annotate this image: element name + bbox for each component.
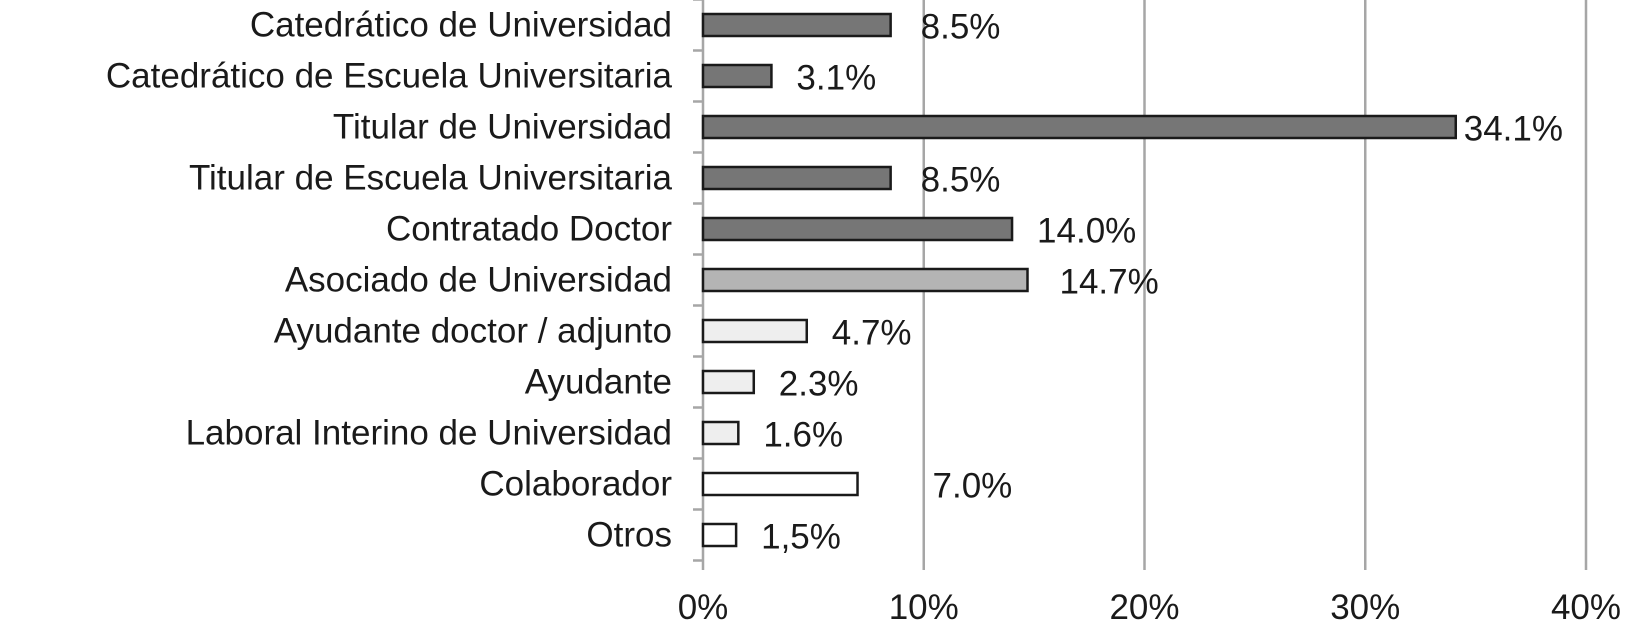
bar-6 xyxy=(701,318,809,344)
category-label-4: Contratado Doctor xyxy=(386,210,672,249)
category-label-0: Catedrático de Universidad xyxy=(250,6,672,45)
category-labels: Catedrático de Universidad Catedrático de… xyxy=(106,6,673,555)
bar-10 xyxy=(701,522,738,548)
value-label-9: 7.0% xyxy=(933,467,1013,506)
value-label-4: 14.0% xyxy=(1037,212,1136,251)
value-label-8: 1.6% xyxy=(763,416,843,455)
bar-3 xyxy=(701,165,892,191)
category-label-7: Ayudante xyxy=(525,363,672,402)
category-label-3: Titular de Escuela Universitaria xyxy=(189,159,673,198)
value-label-3: 8.5% xyxy=(921,161,1001,200)
category-label-1: Catedrático de Escuela Universitaria xyxy=(106,57,673,96)
bar-7 xyxy=(701,369,756,395)
value-labels: 8.5% 3.1% 34.1% 8.5% 14.0% 14.7% 4.7% 2.3% 1.6% 7… xyxy=(761,8,1563,557)
x-tick-label-1: 10% xyxy=(889,588,959,627)
x-tick-label-0: 0% xyxy=(678,588,729,627)
category-label-10: Otros xyxy=(586,516,672,555)
category-label-8: Laboral Interino de Universidad xyxy=(186,414,672,453)
value-label-10: 1,5% xyxy=(761,518,841,557)
value-label-7: 2.3% xyxy=(779,365,859,404)
x-tick-labels: 0% 10% 20% 30% 40% xyxy=(678,588,1621,627)
bar-2 xyxy=(701,114,1458,140)
value-label-0: 8.5% xyxy=(921,8,1001,47)
bar-1 xyxy=(701,63,773,89)
bar-8 xyxy=(701,420,740,446)
value-label-6: 4.7% xyxy=(832,314,912,353)
category-label-2: Titular de Universidad xyxy=(333,108,672,147)
bars xyxy=(701,12,1458,548)
value-label-5: 14.7% xyxy=(1060,263,1159,302)
bar-4 xyxy=(701,216,1014,242)
x-tick-label-4: 40% xyxy=(1551,588,1621,627)
y-axis xyxy=(693,0,705,570)
value-label-2: 34.1% xyxy=(1464,110,1563,149)
bar-5 xyxy=(701,267,1029,293)
category-label-6: Ayudante doctor / adjunto xyxy=(274,312,672,351)
bar-0 xyxy=(701,12,892,38)
bar-9 xyxy=(701,471,859,497)
category-label-9: Colaborador xyxy=(479,465,672,504)
x-tick-label-3: 30% xyxy=(1330,588,1400,627)
x-tick-label-2: 20% xyxy=(1109,588,1179,627)
value-label-1: 3.1% xyxy=(796,59,876,98)
category-label-5: Asociado de Universidad xyxy=(285,261,672,300)
